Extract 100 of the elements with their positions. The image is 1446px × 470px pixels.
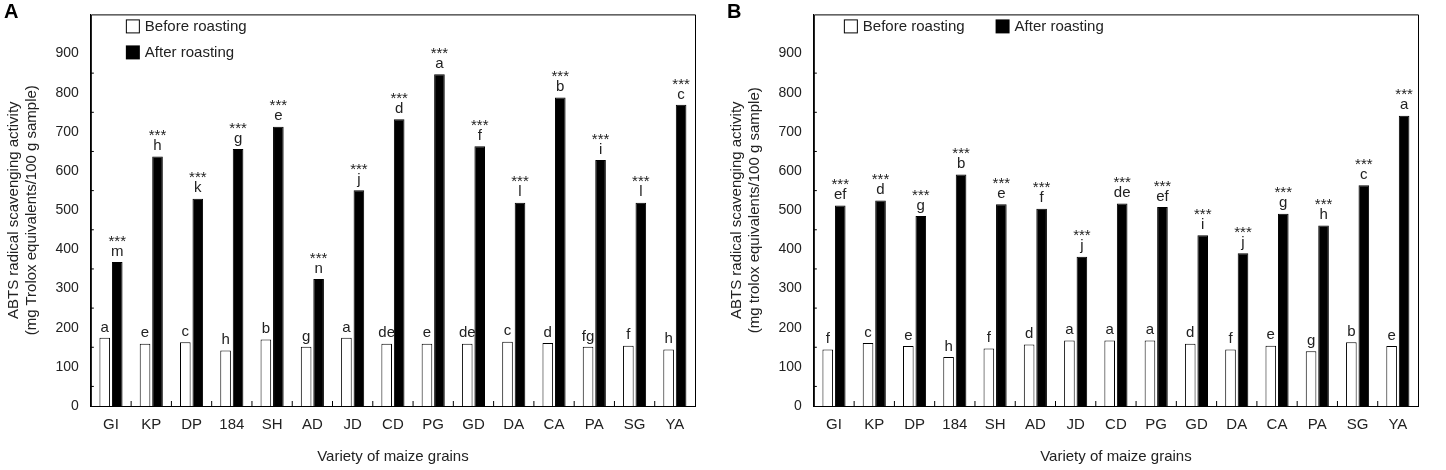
data-label: c (864, 322, 873, 340)
data-label: *** j (1073, 226, 1091, 254)
data-label: *** k (189, 168, 207, 196)
x-tick-label: SG (1346, 415, 1369, 433)
data-label: a (1145, 320, 1155, 338)
x-tick-label: CA (543, 415, 565, 433)
data-label: *** c (672, 74, 691, 102)
x-tick-label: PG (1145, 415, 1168, 433)
y-tick-label: 900 (55, 44, 80, 61)
y-tick-label: 0 (794, 396, 803, 413)
x-tick-label: PA (584, 415, 604, 433)
x-tick-label: GD (462, 415, 485, 433)
data-label: a (342, 317, 352, 335)
data-label: f (626, 325, 632, 343)
x-tick-label: CA (1266, 415, 1288, 433)
y-tick-label: 400 (778, 240, 803, 257)
x-axis-title: Variety of maize grains (1040, 447, 1192, 465)
data-label: h (664, 329, 673, 347)
x-tick-label: JD (1066, 415, 1085, 433)
x-tick-label: DA (1226, 415, 1248, 433)
y-axis-title: ABTS radical scavenging activity (mg Trolox equivalents/100 g sample) (3, 85, 40, 336)
data-label: g (1306, 330, 1316, 348)
y-tick-label: 100 (55, 357, 80, 374)
x-tick-label: PA (1307, 415, 1327, 433)
data-label: *** b (952, 144, 970, 172)
x-tick-label: CD (382, 415, 404, 433)
x-tick-label: PG (422, 415, 445, 433)
legend-label: Before roasting (862, 16, 965, 34)
data-label: *** f (470, 116, 489, 144)
y-tick-label: 900 (778, 44, 803, 61)
y-tick-label: 500 (778, 201, 803, 218)
data-label: e (1266, 325, 1275, 343)
x-tick-label: GI (103, 415, 119, 433)
data-label: e (140, 323, 150, 341)
data-label: d (543, 322, 552, 340)
y-tick-label: 500 (55, 201, 80, 218)
y-tick-label: 100 (778, 357, 803, 374)
x-tick-label: KP (141, 415, 162, 433)
x-tick-label: GD (1185, 415, 1208, 433)
data-label: *** h (1314, 195, 1333, 223)
y-tick-label: 800 (55, 83, 80, 100)
data-label: h (944, 336, 953, 354)
data-label: *** l (632, 172, 650, 200)
x-tick-label: YA (665, 415, 685, 433)
y-tick-label: 400 (55, 240, 80, 257)
x-tick-label: YA (1388, 415, 1408, 433)
y-tick-label: 700 (55, 122, 80, 139)
data-label: *** j (1234, 222, 1252, 250)
data-label: *** i (591, 129, 610, 157)
data-label: *** f (1032, 178, 1051, 206)
data-label: *** h (148, 126, 167, 154)
x-tick-label: KP (864, 415, 885, 433)
x-tick-label: AD (301, 415, 323, 433)
x-tick-label: DP (181, 415, 202, 433)
data-label: *** b (551, 67, 570, 95)
x-tick-label: 184 (942, 415, 968, 433)
data-label: *** m (108, 231, 127, 259)
data-label: *** c (1355, 154, 1373, 182)
chart-title: B (727, 0, 742, 22)
data-label: *** l (511, 172, 529, 200)
y-tick-label: 200 (55, 318, 80, 335)
x-tick-label: SG (623, 415, 646, 433)
y-tick-label: 800 (778, 83, 803, 100)
data-label: f (825, 329, 831, 347)
data-label: *** ef (831, 175, 850, 203)
x-tick-label: SH (261, 415, 283, 433)
y-axis-title: ABTS radical scavenging activity (mg trolox equivalents/100 g sample) (726, 87, 763, 334)
data-label: f (1228, 329, 1234, 347)
y-tick-label: 300 (778, 279, 803, 296)
data-label: *** ef (1153, 176, 1172, 204)
x-tick-label: AD (1024, 415, 1046, 433)
data-label: b (261, 319, 271, 337)
data-label: a (100, 317, 110, 335)
y-tick-label: 0 (71, 396, 80, 413)
data-label: *** j (350, 159, 368, 187)
data-label: *** de (1113, 173, 1132, 201)
data-label: de (378, 323, 396, 341)
data-label: fg (581, 326, 595, 344)
data-label: h (221, 330, 230, 348)
x-tick-label: GI (826, 415, 842, 433)
data-label: *** e (269, 96, 288, 124)
data-label: *** i (1193, 204, 1212, 232)
x-tick-label: CD (1105, 415, 1127, 433)
y-tick-label: 300 (55, 279, 80, 296)
y-tick-label: 600 (55, 161, 80, 178)
legend-label: After roasting (1014, 16, 1104, 34)
data-label: e (1387, 325, 1396, 343)
x-axis-title: Variety of maize grains (317, 447, 469, 465)
legend-label: Before roasting (144, 16, 247, 34)
x-tick-label: SH (984, 415, 1006, 433)
data-label: a (1065, 320, 1075, 338)
data-label: g (301, 326, 311, 344)
data-label: *** a (430, 43, 449, 71)
x-tick-label: DP (904, 415, 925, 433)
data-label: *** g (229, 118, 247, 146)
y-tick-label: 200 (778, 318, 803, 335)
y-tick-label: 700 (778, 122, 803, 139)
data-label: *** n (309, 248, 328, 276)
data-label: d (1186, 323, 1195, 341)
data-label: *** g (912, 185, 930, 213)
